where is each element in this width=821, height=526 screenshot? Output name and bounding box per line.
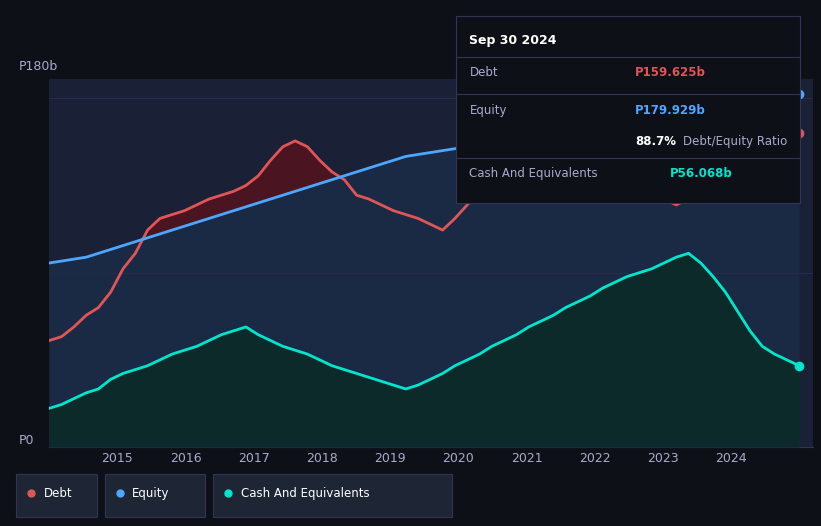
Text: Cash And Equivalents: Cash And Equivalents: [470, 167, 598, 180]
Text: Debt: Debt: [44, 487, 72, 500]
Text: Debt: Debt: [470, 66, 498, 79]
Text: Cash And Equivalents: Cash And Equivalents: [241, 487, 369, 500]
Text: Sep 30 2024: Sep 30 2024: [470, 35, 557, 47]
Text: P56.068b: P56.068b: [669, 167, 732, 180]
Text: P179.929b: P179.929b: [635, 104, 706, 117]
Text: P159.625b: P159.625b: [635, 66, 706, 79]
Text: 88.7%: 88.7%: [635, 135, 676, 148]
Text: Debt/Equity Ratio: Debt/Equity Ratio: [683, 135, 787, 148]
Text: Equity: Equity: [132, 487, 170, 500]
Text: Equity: Equity: [470, 104, 507, 117]
Text: P180b: P180b: [19, 60, 58, 74]
FancyBboxPatch shape: [105, 473, 205, 517]
FancyBboxPatch shape: [213, 473, 452, 517]
FancyBboxPatch shape: [16, 473, 97, 517]
Text: P0: P0: [19, 434, 34, 447]
